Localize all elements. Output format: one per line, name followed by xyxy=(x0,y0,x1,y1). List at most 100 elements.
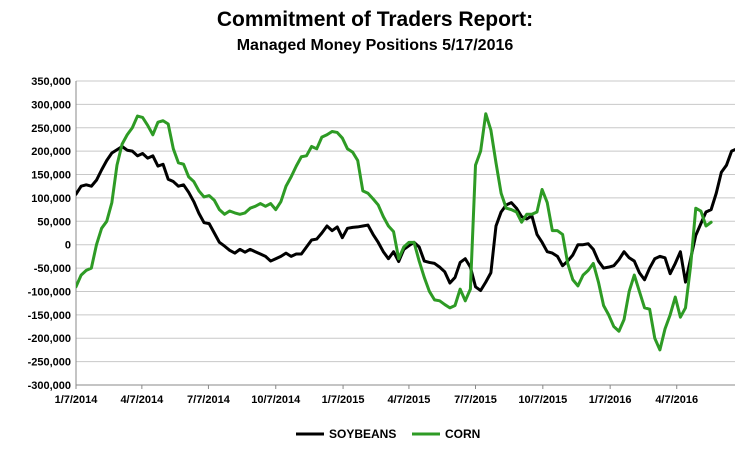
y-tick-label: -250,000 xyxy=(28,357,71,369)
y-tick-label: 200,000 xyxy=(31,146,71,158)
data-point-soybeans xyxy=(392,250,395,253)
legend: SOYBEANS CORN xyxy=(296,427,480,441)
data-point-corn xyxy=(341,136,344,140)
data-point-corn xyxy=(515,210,518,214)
data-point-corn xyxy=(423,276,426,279)
data-point-corn xyxy=(407,241,411,244)
data-point-corn xyxy=(156,120,160,124)
axes: 350,000 300,000 250,000 200,000 150,000 100,0… xyxy=(28,76,735,406)
data-point-soybeans xyxy=(156,164,160,168)
data-point-soybeans xyxy=(110,151,114,155)
data-point-soybeans xyxy=(499,210,503,214)
y-tick-label: 300,000 xyxy=(31,99,71,111)
data-point-corn xyxy=(561,233,564,236)
data-point-corn xyxy=(704,224,708,228)
data-point-corn xyxy=(238,213,242,216)
data-point-corn xyxy=(295,164,298,168)
data-point-corn xyxy=(228,209,231,213)
data-point-corn xyxy=(689,264,692,267)
data-point-soybeans xyxy=(259,252,262,256)
data-point-soybeans xyxy=(571,253,575,257)
data-point-soybeans xyxy=(341,236,344,239)
data-point-corn xyxy=(161,119,165,122)
data-point-soybeans xyxy=(182,183,185,187)
data-point-soybeans xyxy=(218,241,221,244)
data-point-soybeans xyxy=(407,244,411,247)
data-point-soybeans xyxy=(131,149,134,153)
data-point-soybeans xyxy=(284,251,288,255)
data-point-soybeans xyxy=(725,163,728,167)
data-point-soybeans xyxy=(289,255,293,258)
x-tick-label: 1/7/2014 xyxy=(55,394,99,406)
data-point-soybeans xyxy=(167,178,170,181)
data-point-corn xyxy=(535,210,539,214)
data-point-soybeans xyxy=(336,225,339,229)
data-point-soybeans xyxy=(510,201,513,204)
data-point-soybeans xyxy=(274,257,277,260)
data-point-corn xyxy=(433,298,436,302)
data-point-corn xyxy=(709,221,713,224)
data-point-corn xyxy=(469,287,472,291)
data-point-soybeans xyxy=(515,207,518,210)
data-point-soybeans xyxy=(105,159,108,162)
data-point-soybeans xyxy=(546,250,549,253)
data-point-soybeans xyxy=(581,243,585,246)
data-point-corn xyxy=(668,313,672,317)
data-point-corn xyxy=(192,180,195,183)
data-point-soybeans xyxy=(453,276,457,279)
data-point-corn xyxy=(648,308,651,311)
data-point-soybeans xyxy=(126,149,129,152)
x-tick-label: 4/7/2014 xyxy=(120,394,164,406)
data-point-corn xyxy=(182,163,185,166)
data-point-soybeans xyxy=(643,278,646,281)
data-point-soybeans xyxy=(100,168,103,172)
data-point-corn xyxy=(100,227,103,230)
data-point-soybeans xyxy=(361,224,365,228)
data-point-soybeans xyxy=(136,154,139,158)
data-point-soybeans xyxy=(617,258,621,261)
data-point-soybeans xyxy=(197,212,201,215)
data-point-soybeans xyxy=(438,265,441,269)
data-point-soybeans xyxy=(494,224,498,228)
data-point-corn xyxy=(505,207,508,210)
y-tick-label: -200,000 xyxy=(28,333,71,345)
data-point-soybeans xyxy=(602,266,605,270)
data-point-soybeans xyxy=(730,149,733,153)
y-tick-label: -100,000 xyxy=(28,286,71,298)
data-point-corn xyxy=(151,133,155,136)
data-point-corn xyxy=(279,200,283,203)
data-point-corn xyxy=(617,330,621,333)
data-point-corn xyxy=(448,306,452,310)
data-point-corn xyxy=(172,147,175,151)
data-point-soybeans xyxy=(428,261,431,264)
data-point-corn xyxy=(269,202,272,205)
data-point-soybeans xyxy=(653,257,656,260)
data-point-soybeans xyxy=(202,221,206,224)
x-tick-label: 7/7/2015 xyxy=(454,394,497,406)
data-point-soybeans xyxy=(264,255,267,258)
data-point-corn xyxy=(95,243,98,246)
data-point-corn xyxy=(105,220,108,223)
data-point-corn xyxy=(576,284,580,288)
data-point-soybeans xyxy=(479,289,482,292)
data-point-soybeans xyxy=(556,255,559,258)
data-point-soybeans xyxy=(300,252,303,256)
series-line-soybeans xyxy=(76,144,735,293)
data-point-soybeans xyxy=(315,237,318,241)
data-point-corn xyxy=(218,208,221,211)
data-point-corn xyxy=(264,205,267,208)
legend-label-soybeans: SOYBEANS xyxy=(329,427,396,441)
data-point-soybeans xyxy=(561,264,564,267)
data-point-corn xyxy=(259,202,262,205)
data-point-soybeans xyxy=(684,280,687,284)
data-point-corn xyxy=(458,287,462,291)
data-point-soybeans xyxy=(679,250,682,253)
data-point-corn xyxy=(248,207,252,210)
data-point-corn xyxy=(377,203,380,207)
data-point-corn xyxy=(428,290,431,293)
gridlines xyxy=(76,80,735,386)
data-point-soybeans xyxy=(720,171,723,174)
data-point-corn xyxy=(653,337,656,340)
data-point-corn xyxy=(474,163,477,167)
data-point-corn xyxy=(638,290,641,293)
